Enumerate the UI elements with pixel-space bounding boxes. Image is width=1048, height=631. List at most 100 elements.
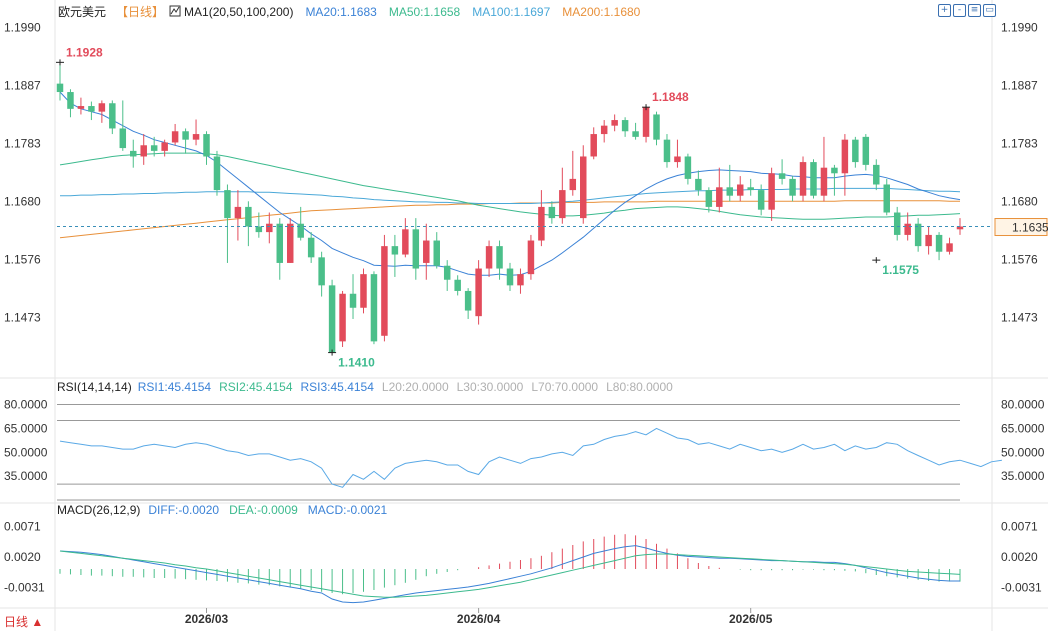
candle-body (768, 173, 775, 210)
candle-body (67, 92, 74, 109)
ma20-value: MA20:1.1683 (305, 5, 377, 19)
ma100-value: MA100:1.1697 (472, 5, 550, 19)
candle-body (600, 125, 608, 135)
candle-body (485, 246, 493, 269)
candle-body (234, 206, 242, 219)
chart-style-icon[interactable]: ≡ (968, 4, 981, 17)
candle-body (736, 184, 744, 196)
x-axis-label: 2026/05 (729, 612, 773, 626)
candle-body (527, 240, 535, 275)
candle-body (873, 164, 880, 185)
candle-body (423, 240, 430, 263)
rsi-axis-label-right: 65.0000 (1001, 421, 1045, 435)
candle-body (224, 190, 231, 219)
candle-body (548, 206, 556, 219)
candle-body (580, 156, 587, 219)
candle-body (381, 246, 388, 336)
rsi-axis-label-right: 50.0000 (1001, 445, 1045, 459)
rsi-axis-label-left: 80.0000 (4, 398, 48, 412)
l20-value: L20:20.0000 (382, 380, 449, 394)
l80-value: L80:80.0000 (606, 380, 673, 394)
candle-body (695, 178, 702, 191)
candle-body (255, 226, 263, 233)
macd-axis-label-right: 0.0020 (1001, 550, 1038, 564)
candle-body (496, 246, 503, 269)
zoom-in-icon[interactable]: + (938, 4, 951, 17)
layout-icon[interactable]: ▭ (983, 4, 996, 17)
rsi1-value: RSI1:45.4154 (138, 380, 212, 394)
rsi-indicator-name: RSI(14,14,14) (57, 380, 132, 394)
macd-dea-line (59, 550, 961, 598)
ma50-line (59, 152, 961, 220)
extreme-annotation: 1.1928 (66, 45, 103, 59)
candle-body (433, 240, 440, 266)
candle-body (412, 229, 420, 269)
candle-body (391, 246, 399, 255)
indicator-chart-icon-frame (169, 5, 181, 17)
price-axis-label-left: 1.1990 (4, 21, 41, 35)
candle-body (318, 257, 325, 286)
price-axis-label-left: 1.1783 (4, 137, 41, 151)
macd-value: MACD:-0.0021 (308, 503, 388, 517)
candle-body (569, 178, 577, 191)
rsi-axis-label-right: 35.0000 (1001, 469, 1045, 483)
indicator-chart-icon-line (170, 6, 180, 15)
candle-body (360, 274, 367, 308)
candle-body (538, 206, 545, 241)
candle-body (642, 107, 650, 137)
ma100-line (60, 187, 961, 204)
price-axis-label-right: 1.1887 (1001, 78, 1038, 92)
candle-body (674, 156, 681, 163)
price-axis-label-left: 1.1576 (4, 253, 41, 267)
l30-value: L30:30.0000 (457, 380, 524, 394)
candle-body (590, 134, 597, 157)
candle-body (203, 134, 210, 157)
candle-body (653, 114, 660, 140)
candle-body (925, 234, 932, 247)
period-selector-button[interactable]: 日线 ▲ (4, 614, 44, 629)
candle-body (956, 226, 964, 230)
rsi-axis-label-right: 80.0000 (1001, 398, 1045, 412)
macd-axis-label-left: 0.0020 (4, 550, 41, 564)
symbol-title: 欧元美元 (58, 5, 106, 19)
price-axis-label-right: 1.1990 (1001, 21, 1038, 35)
x-axis-label: 2026/03 (185, 612, 229, 626)
macd-dea-value: DEA:-0.0009 (229, 503, 298, 517)
candle-body (726, 187, 734, 196)
ma50-value: MA50:1.1658 (389, 5, 461, 19)
candle-body (893, 212, 901, 235)
candle-body (297, 223, 304, 238)
current-price-label: 1.1635 (1012, 221, 1048, 235)
candle-body (370, 274, 378, 342)
candle-body (611, 120, 618, 126)
price-axis-label-left: 1.1887 (4, 78, 41, 92)
rsi-axis-label-left: 65.0000 (4, 421, 48, 435)
candle-body (810, 162, 817, 196)
candle-body (464, 290, 472, 311)
zoom-out-icon[interactable]: - (953, 4, 966, 17)
price-axis-label-right: 1.1783 (1001, 137, 1038, 151)
price-axis-label-right: 1.1473 (1001, 310, 1038, 324)
candle-body (852, 139, 859, 163)
current-price-tag (994, 218, 1048, 237)
macd-diff-value: DIFF:-0.0020 (148, 503, 219, 517)
candle-body (192, 134, 200, 140)
price-axis-label-right: 1.1576 (1001, 253, 1038, 267)
candle-body (213, 156, 221, 191)
rsi3-value: RSI3:45.4154 (301, 380, 375, 394)
candle-body (747, 187, 754, 191)
rsi-axis-label-left: 35.0000 (4, 469, 48, 483)
candle-body (245, 206, 252, 227)
extreme-annotation: 1.1575 (882, 263, 919, 277)
candle-body (171, 131, 179, 143)
candle-body (705, 190, 713, 207)
candle-body (632, 131, 639, 137)
candle-body (904, 223, 911, 235)
ma-indicator-name: MA1(20,50,100,200) (184, 5, 293, 19)
candle-body (559, 190, 566, 219)
candle-body (475, 268, 482, 317)
extreme-annotation: 1.1410 (338, 356, 375, 370)
candle-body (831, 167, 838, 174)
candle-body (266, 223, 273, 233)
